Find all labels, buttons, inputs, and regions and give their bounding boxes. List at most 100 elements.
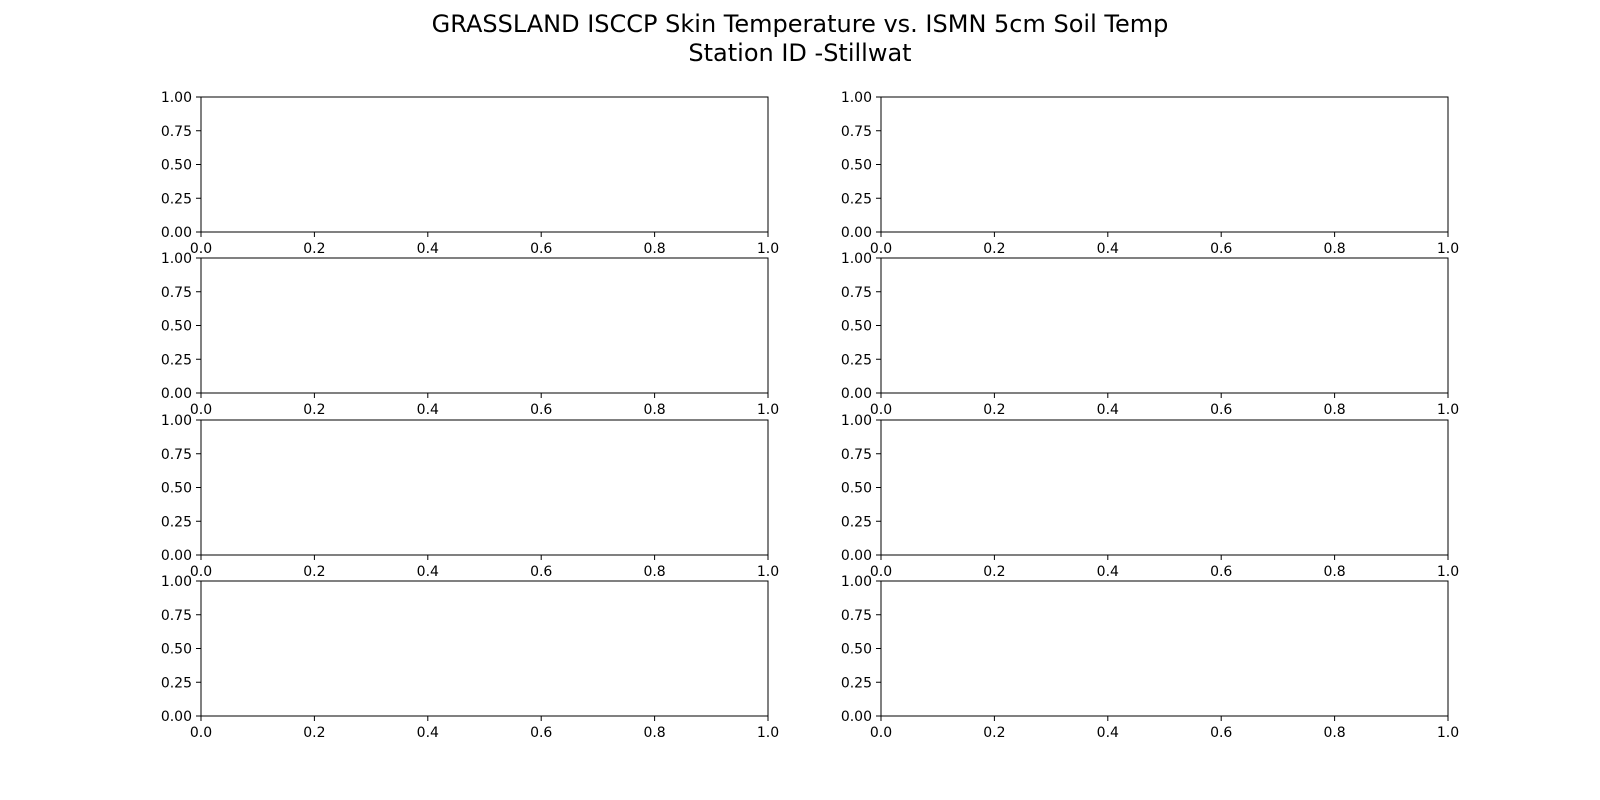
- y-tick-label: 0.25: [161, 514, 192, 530]
- y-tick-label: 0.00: [841, 225, 872, 241]
- y-tick-label: 1.00: [841, 90, 872, 106]
- subplot-r4-c2: 0.0 0.2 0.4 0.6 0.8 1.0 0.00 0.25 0.50 0.75 1.00: [841, 574, 1459, 741]
- y-tick-label: 0.75: [161, 285, 192, 301]
- x-tick-label: 0.6: [530, 725, 552, 741]
- x-tick-label: 0.2: [303, 402, 325, 418]
- subplot-frame: [880, 96, 1449, 233]
- x-tick-label: 0.0: [870, 402, 892, 418]
- y-tick-label: 0.25: [161, 675, 192, 691]
- y-tick-label: 0.50: [841, 158, 872, 174]
- y-tick-label: 0.50: [841, 319, 872, 335]
- x-tick-label: 0.2: [983, 241, 1005, 257]
- y-tick-label: 0.50: [161, 642, 192, 658]
- x-tick-label: 1.0: [757, 725, 779, 741]
- y-tick-label: 0.75: [161, 608, 192, 624]
- y-tick-label: 1.00: [161, 251, 192, 267]
- subplot-frame: [200, 257, 769, 394]
- subplot-frame: [880, 257, 1449, 394]
- x-tick-label: 0.4: [417, 241, 439, 257]
- x-tick-label: 0.0: [190, 564, 212, 580]
- subplot-r2-c1: 0.0 0.2 0.4 0.6 0.8 1.0 0.00 0.25 0.50 0.75 1.00: [161, 251, 779, 418]
- x-tick-label: 0.6: [1210, 241, 1232, 257]
- x-tick-label: 0.4: [417, 564, 439, 580]
- x-tick-label: 0.8: [1323, 402, 1345, 418]
- y-tick-label: 0.00: [841, 386, 872, 402]
- x-tick-label: 0.4: [1097, 564, 1119, 580]
- x-tick-label: 0.6: [530, 241, 552, 257]
- x-tick-label: 0.4: [1097, 402, 1119, 418]
- x-tick-label: 1.0: [757, 241, 779, 257]
- x-tick-label: 0.2: [303, 725, 325, 741]
- y-tick-label: 0.50: [161, 158, 192, 174]
- subplot-frame: [200, 419, 769, 556]
- x-tick-label: 0.6: [530, 402, 552, 418]
- x-tick-label: 0.8: [643, 725, 665, 741]
- x-tick-label: 0.0: [870, 564, 892, 580]
- x-tick-label: 0.6: [1210, 725, 1232, 741]
- y-tick-label: 0.75: [841, 608, 872, 624]
- y-tick-label: 0.75: [841, 285, 872, 301]
- subplot-r4-c1: 0.0 0.2 0.4 0.6 0.8 1.0 0.00 0.25 0.50 0.75 1.00: [161, 574, 779, 741]
- x-tick-label: 0.0: [190, 725, 212, 741]
- y-tick-label: 1.00: [161, 574, 192, 590]
- x-tick-label: 0.2: [983, 564, 1005, 580]
- x-tick-label: 1.0: [757, 564, 779, 580]
- subplot-frame: [200, 580, 769, 717]
- x-tick-label: 0.6: [1210, 402, 1232, 418]
- y-tick-label: 0.75: [841, 447, 872, 463]
- subplot-r3-c2: 0.0 0.2 0.4 0.6 0.8 1.0 0.00 0.25 0.50 0.75 1.00: [841, 413, 1459, 580]
- subplot-frame: [880, 419, 1449, 556]
- y-tick-label: 0.00: [841, 709, 872, 725]
- x-tick-label: 1.0: [1437, 725, 1459, 741]
- y-tick-label: 0.00: [161, 548, 192, 564]
- x-tick-label: 0.8: [643, 241, 665, 257]
- figure-title: GRASSLAND ISCCP Skin Temperature vs. ISM…: [0, 10, 1600, 68]
- figure-title-line-2: Station ID -Stillwat: [688, 39, 912, 67]
- x-tick-label: 0.8: [1323, 564, 1345, 580]
- x-tick-label: 1.0: [1437, 564, 1459, 580]
- x-tick-label: 0.2: [983, 725, 1005, 741]
- x-tick-label: 1.0: [1437, 402, 1459, 418]
- y-tick-label: 0.25: [161, 352, 192, 368]
- y-tick-label: 0.25: [161, 191, 192, 207]
- x-tick-label: 0.0: [190, 241, 212, 257]
- y-tick-label: 0.50: [161, 319, 192, 335]
- x-tick-label: 0.8: [643, 402, 665, 418]
- y-tick-label: 0.50: [841, 481, 872, 497]
- x-tick-label: 0.4: [1097, 241, 1119, 257]
- subplot-r1-c1: 0.0 0.2 0.4 0.6 0.8 1.0 0.00 0.25 0.50 0.75 1.00: [161, 90, 779, 257]
- y-tick-label: 0.25: [841, 514, 872, 530]
- subplot-frame: [880, 580, 1449, 717]
- x-tick-label: 0.0: [190, 402, 212, 418]
- subplot-r3-c1: 0.0 0.2 0.4 0.6 0.8 1.0 0.00 0.25 0.50 0.75 1.00: [161, 413, 779, 580]
- x-tick-label: 0.2: [303, 241, 325, 257]
- y-tick-label: 1.00: [161, 413, 192, 429]
- subplot-frame: [200, 96, 769, 233]
- y-tick-label: 0.00: [161, 709, 192, 725]
- x-tick-label: 0.0: [870, 241, 892, 257]
- figure-title-line-1: GRASSLAND ISCCP Skin Temperature vs. ISM…: [431, 10, 1169, 38]
- y-tick-label: 0.75: [161, 447, 192, 463]
- y-tick-label: 0.00: [161, 225, 192, 241]
- y-tick-label: 0.00: [841, 548, 872, 564]
- x-tick-label: 0.8: [643, 564, 665, 580]
- x-tick-label: 0.8: [1323, 241, 1345, 257]
- y-tick-label: 1.00: [161, 90, 192, 106]
- x-tick-label: 0.0: [870, 725, 892, 741]
- x-tick-label: 0.4: [1097, 725, 1119, 741]
- y-tick-label: 0.25: [841, 675, 872, 691]
- y-tick-label: 1.00: [841, 574, 872, 590]
- y-tick-label: 0.25: [841, 352, 872, 368]
- x-tick-label: 0.2: [303, 564, 325, 580]
- y-tick-label: 0.75: [841, 124, 872, 140]
- y-tick-label: 0.50: [161, 481, 192, 497]
- x-tick-label: 0.6: [530, 564, 552, 580]
- subplot-r1-c2: 0.0 0.2 0.4 0.6 0.8 1.0 0.00 0.25 0.50 0.75 1.00: [841, 90, 1459, 257]
- x-tick-label: 0.4: [417, 402, 439, 418]
- x-tick-label: 1.0: [757, 402, 779, 418]
- x-tick-label: 0.6: [1210, 564, 1232, 580]
- x-tick-label: 0.2: [983, 402, 1005, 418]
- x-tick-label: 0.4: [417, 725, 439, 741]
- y-tick-label: 1.00: [841, 251, 872, 267]
